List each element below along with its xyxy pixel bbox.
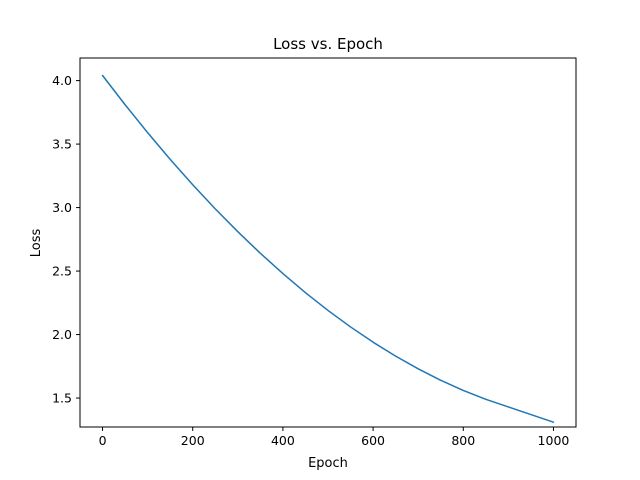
loss-line [101, 74, 555, 423]
y-tick-label: 4.0 [52, 73, 72, 88]
y-tick-label: 3.5 [52, 137, 72, 152]
x-tick-label: 1000 [538, 433, 570, 448]
x-tick-label: 200 [181, 433, 205, 448]
chart-title: Loss vs. Epoch [273, 35, 383, 53]
plot-frame [79, 57, 577, 428]
x-tick-label: 0 [99, 433, 107, 448]
y-axis-label: Loss [29, 229, 44, 258]
y-tick-label: 2.0 [52, 327, 72, 342]
y-tick-label: 2.5 [52, 264, 72, 279]
x-axis-label: Epoch [308, 456, 348, 471]
x-tick-label: 800 [451, 433, 475, 448]
plot-area: 0 200 400 600 800 1000 1.5 2.0 2.5 3.0 3.5 4.0 [52, 73, 569, 448]
x-tick-label: 400 [271, 433, 295, 448]
x-tick-label: 600 [361, 433, 385, 448]
y-tick-label: 1.5 [52, 391, 72, 406]
y-tick-label: 3.0 [52, 200, 72, 215]
